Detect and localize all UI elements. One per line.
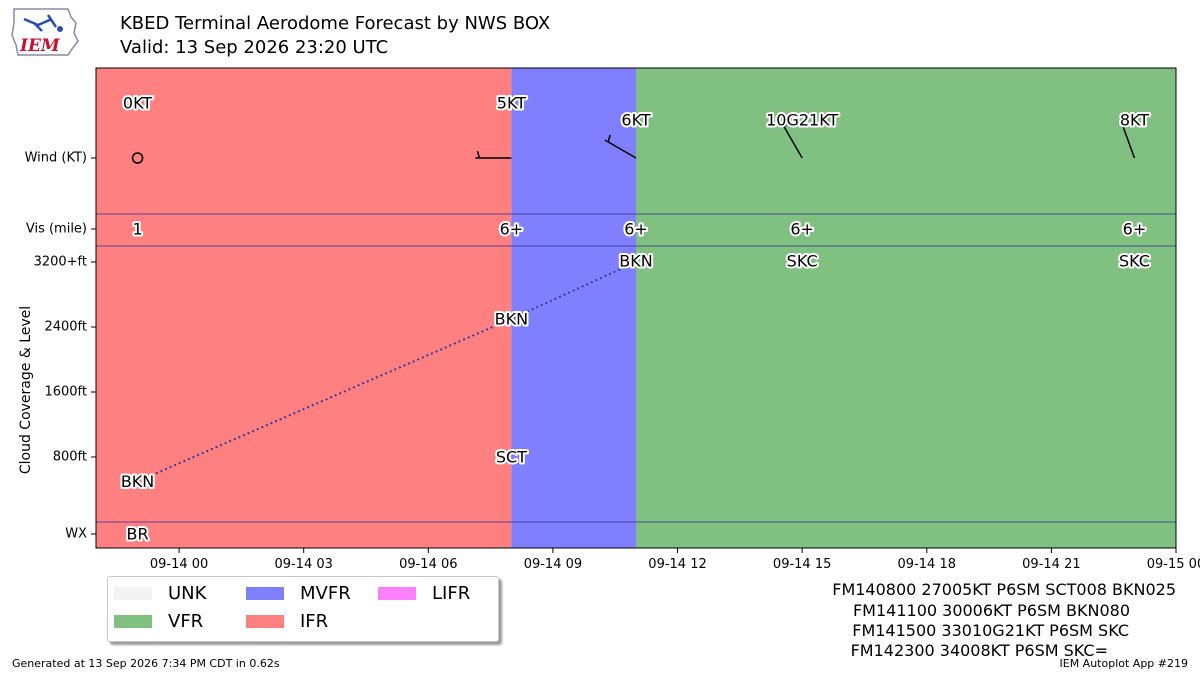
footer-generated: Generated at 13 Sep 2026 7:34 PM CDT in … [12,657,280,670]
wind-barb [604,134,637,159]
x-tick-label: 09-14 00 [150,557,208,572]
visibility-label: 6+ [790,220,814,239]
legend-item-ifr: IFR [246,611,328,632]
ceiling-trend-line [137,261,637,483]
x-axis: 09-14 00 09-14 03 09-14 06 09-14 09 09-14 12… [150,548,1200,572]
x-tick-label: 09-14 12 [648,557,706,572]
x-tick-label: 09-14 03 [274,557,332,572]
x-tick-label: 09-15 00 [1147,557,1200,572]
y-axis-label: Cloud Coverage & Level [18,306,34,474]
legend-swatch-lifr [378,587,416,600]
y-tick-label-cloud: 1600ft [44,385,87,400]
y-tick-label-cloud: 3200+ft [34,255,87,270]
legend-item-vfr: VFR [114,611,203,632]
wind-label: 5KT [497,94,526,113]
wind-label: 10G21KT [766,111,838,130]
wind-label: 8KT [1120,111,1149,130]
data-labels: 0KT 5KT 6KT 10G21KT 8KT 1 6+ 6+ 6+ 6+ BKN SCT BKN BKN… [119,92,1152,546]
category-band-ifr [96,68,512,548]
ceiling-line [137,261,637,483]
x-tick-label: 09-14 21 [1022,557,1080,572]
wind-barbs [131,115,1136,164]
weather-label: BR [126,525,148,544]
footer-app: IEM Autoplot App #219 [1059,657,1189,670]
raw-taf-line: FM141100 30006KT P6SM BKN080 [852,601,1130,620]
y-tick-label-wind: Wind (KT) [25,151,87,166]
visibility-label: 6+ [624,220,648,239]
chart-title: KBED Terminal Aerodome Forecast by NWS B… [120,13,551,34]
wind-label: 6KT [621,111,650,130]
chart-subtitle: Valid: 13 Sep 2026 23:20 UTC [120,37,389,58]
x-tick-label: 09-14 09 [524,557,582,572]
legend-swatch-unk [114,587,152,600]
raw-taf-line: FM142300 34008KT P6SM SKC= [850,641,1108,660]
legend-swatch-ifr [246,615,284,628]
x-tick-label: 09-14 15 [773,557,831,572]
wind-barb [1121,123,1136,159]
x-tick-label: 09-14 18 [898,557,956,572]
legend-item-unk: UNK [114,583,206,604]
cloud-label: BKN [121,472,154,491]
legend: UNK VFR MVFR IFR LIFR [107,576,499,642]
category-band-vfr [636,68,1176,548]
raw-taf-line: FM141500 33010G21KT P6SM SKC [852,621,1129,640]
y-tick-label-cloud: 800ft [53,450,87,465]
wind-label: 0KT [123,94,152,113]
cloud-label: BKN [495,309,528,328]
logo-text: IEM [19,36,61,56]
row-dividers [96,213,1176,523]
y-tick-label-vis: Vis (mile) [26,222,87,237]
category-band-mvfr [511,68,636,548]
raw-taf-line: FM140800 27005KT P6SM SCT008 BKN025 [832,580,1176,599]
cloud-label: SKC [1119,252,1150,271]
visibility-label: 6+ [500,220,524,239]
calm-wind-marker [131,152,144,164]
y-tick-label-wx: WX [65,527,87,542]
legend-swatch-mvfr [246,587,284,600]
wind-barb [475,150,512,159]
legend-item-lifr: LIFR [378,583,470,604]
cloud-label: SKC [787,252,818,271]
y-axis: Wind (KT) Vis (mile) WX 800ft 1600ft 2400ft 32… [25,151,96,542]
cloud-label: BKN [619,252,652,271]
visibility-label: 1 [132,220,142,239]
x-tick-label: 09-14 06 [399,557,457,572]
iem-logo: IEM [11,8,79,56]
wind-barb [783,115,803,159]
cloud-label: SCT [496,448,527,467]
plot-frame [95,67,1177,549]
flight-category-bands [96,68,1176,548]
y-tick-label-cloud: 2400ft [44,320,87,335]
legend-swatch-vfr [114,615,152,628]
visibility-label: 6+ [1123,220,1147,239]
legend-item-mvfr: MVFR [246,583,351,604]
